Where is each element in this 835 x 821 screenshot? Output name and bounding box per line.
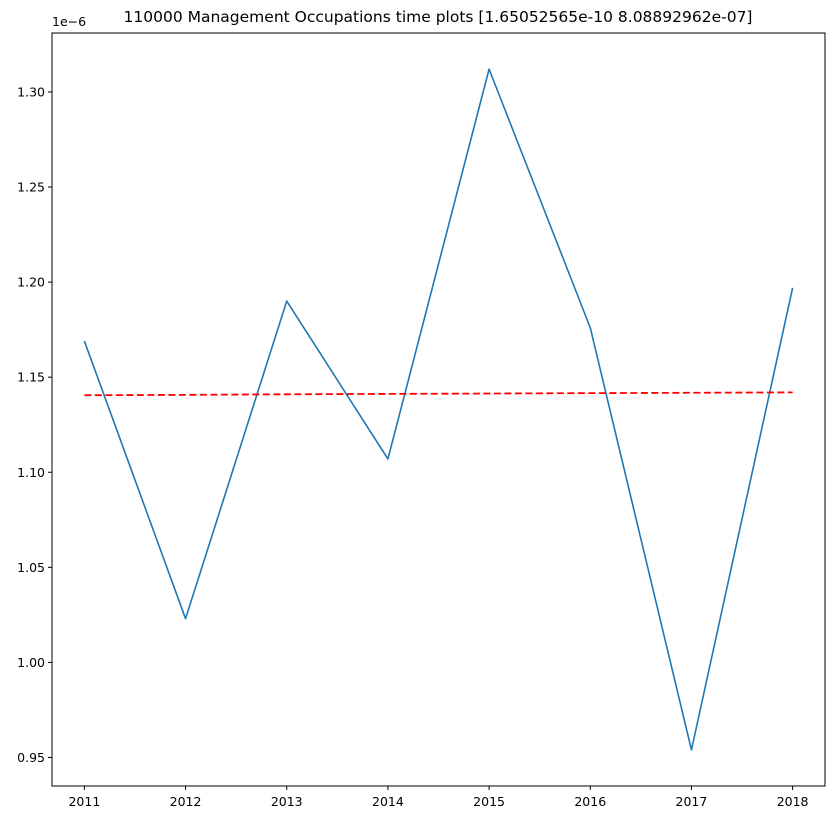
y-tick-label: 0.95 xyxy=(17,750,45,765)
x-tick-label: 2012 xyxy=(170,794,202,809)
y-tick-label: 1.20 xyxy=(17,275,45,290)
y-tick-label: 1.10 xyxy=(17,465,45,480)
x-tick-label: 2015 xyxy=(473,794,505,809)
x-tick-label: 2018 xyxy=(777,794,809,809)
y-offset-label: 1e−6 xyxy=(52,14,86,29)
x-tick-label: 2011 xyxy=(68,794,100,809)
x-tick-label: 2017 xyxy=(676,794,708,809)
series-line xyxy=(83,68,794,751)
plot-area: 2011 2012 2013 2014 2015 2016 2017 2018 0.95 1.00… xyxy=(17,32,826,809)
trend-line xyxy=(84,391,793,397)
y-tick-label: 1.00 xyxy=(17,655,45,670)
x-tick-label: 2014 xyxy=(372,794,404,809)
y-tick-label: 1.05 xyxy=(17,560,45,575)
x-tick-label: 2013 xyxy=(271,794,303,809)
x-tick-label: 2016 xyxy=(574,794,606,809)
y-tick-label: 1.25 xyxy=(17,180,45,195)
axes-frame xyxy=(51,32,826,787)
y-tick-label: 1.30 xyxy=(17,84,45,99)
chart-title: 110000 Management Occupations time plots… xyxy=(124,8,753,26)
y-tick-label: 1.15 xyxy=(17,370,45,385)
